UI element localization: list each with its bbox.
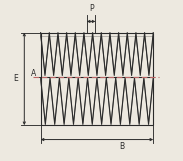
Text: B: B: [119, 142, 124, 151]
Text: A: A: [31, 69, 36, 78]
Text: P: P: [89, 5, 94, 14]
Text: E: E: [13, 74, 18, 83]
